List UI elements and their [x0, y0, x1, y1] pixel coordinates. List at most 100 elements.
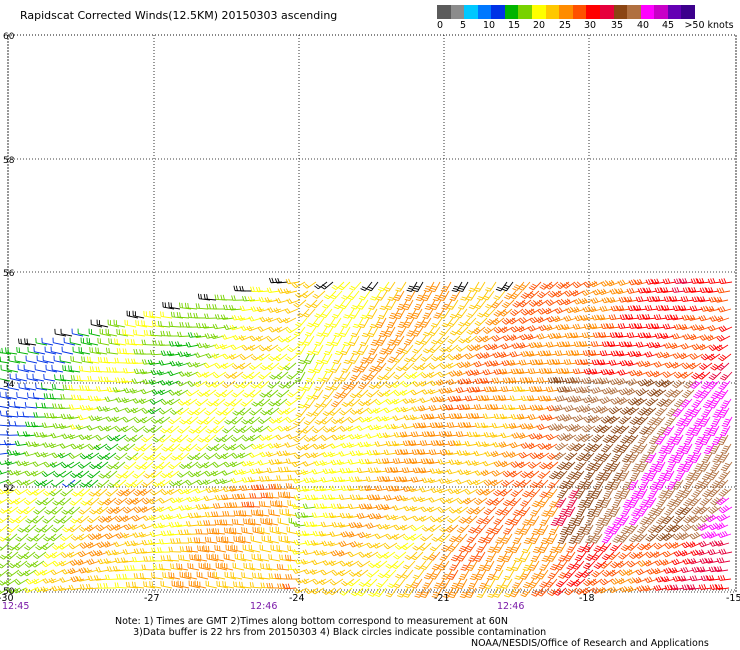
wind-barb	[682, 479, 695, 490]
wind-barb	[129, 434, 144, 442]
wind-barb	[435, 379, 450, 386]
wind-barb	[95, 386, 110, 392]
wind-barb	[66, 461, 81, 469]
wind-barb	[475, 515, 489, 525]
wind-barb	[93, 575, 108, 581]
wind-barb	[356, 467, 371, 474]
wind-barb	[436, 353, 451, 361]
wind-barb	[241, 371, 255, 380]
wind-barb	[330, 380, 343, 391]
wind-barb	[107, 479, 121, 488]
wind-barb	[122, 416, 137, 423]
wind-barb	[709, 443, 721, 455]
wind-barb	[112, 387, 127, 393]
wind-barb	[184, 371, 199, 378]
wind-barb	[220, 362, 235, 369]
wind-barb	[241, 434, 256, 442]
wind-barb	[377, 308, 389, 320]
wind-barb	[599, 560, 613, 569]
wind-barb	[150, 506, 165, 513]
wind-barb	[312, 317, 325, 328]
wind-barb	[374, 380, 388, 389]
wind-barb	[212, 304, 226, 310]
wind-barb	[429, 380, 444, 387]
wind-barb	[257, 416, 272, 424]
wind-barb	[346, 442, 361, 448]
wind-barb	[158, 538, 173, 545]
wind-barb	[493, 515, 506, 525]
wind-barb	[618, 551, 632, 560]
wind-barb	[598, 332, 613, 338]
wind-barb	[491, 317, 505, 326]
wind-barb	[397, 317, 409, 329]
wind-barb	[305, 371, 317, 383]
wind-barb	[501, 299, 515, 309]
wind-barb	[631, 461, 643, 472]
wind-barb	[196, 571, 209, 580]
wind-barb	[464, 515, 478, 524]
wind-barb	[139, 368, 154, 375]
wind-barb	[237, 362, 252, 370]
wind-barb	[581, 332, 596, 339]
wind-barb	[394, 449, 409, 455]
wind-barb	[393, 389, 408, 397]
credit-line: NOAA/NESDIS/Office of Research and Appli…	[471, 638, 709, 649]
wind-barb	[462, 404, 477, 411]
wind-barb	[241, 527, 254, 535]
wind-barb	[458, 542, 471, 553]
wind-barb	[475, 352, 490, 359]
wind-barb	[480, 377, 495, 384]
wind-barb	[286, 433, 301, 440]
wind-barb	[635, 341, 650, 348]
wind-barb	[157, 547, 171, 553]
wind-barb	[718, 407, 730, 418]
wind-barb	[248, 362, 263, 370]
wind-barb	[203, 362, 218, 369]
wind-barb	[701, 452, 713, 463]
wind-barb	[266, 582, 280, 589]
wind-barb	[393, 335, 405, 346]
wind-barb	[699, 287, 714, 294]
wind-barb	[503, 524, 515, 535]
wind-barb	[599, 305, 614, 312]
wind-barb	[333, 389, 346, 399]
wind-barb	[49, 413, 64, 419]
wind-barb	[637, 407, 651, 416]
wind-barb	[196, 416, 210, 425]
wind-barb	[316, 371, 328, 382]
colorbar-labels: 0 5 10 15 20 25 30 35 40 45 >50 knots	[437, 19, 737, 33]
wind-barb	[693, 416, 705, 427]
wind-barb	[486, 569, 498, 581]
wind-barb	[51, 452, 66, 459]
wind-barb	[315, 353, 327, 365]
wind-barb	[718, 452, 730, 463]
wind-barb	[348, 569, 363, 577]
wind-barb	[356, 560, 371, 568]
wind-barb	[309, 434, 324, 442]
wind-barb	[412, 326, 424, 337]
wind-barb	[386, 317, 398, 329]
wind-barb	[338, 371, 351, 382]
wind-barb	[466, 290, 478, 301]
wind-barb	[120, 377, 135, 384]
wind-barb	[95, 347, 108, 355]
wind-barb	[510, 308, 524, 317]
wind-barb	[472, 344, 487, 351]
wind-barb	[185, 521, 200, 527]
wind-barb	[339, 389, 352, 399]
wind-barb	[260, 517, 273, 526]
wind-barb	[535, 404, 550, 411]
wind-barb	[50, 479, 65, 487]
wind-barb	[680, 343, 695, 350]
wind-barb	[401, 569, 414, 579]
wind-barb	[689, 305, 704, 312]
wind-barb	[468, 281, 480, 292]
wind-barb	[419, 486, 434, 493]
wind-barb	[329, 290, 343, 300]
wind-barb	[401, 344, 414, 355]
wind-barb	[612, 470, 624, 481]
wind-speed-colorbar: 0 5 10 15 20 25 30 35 40 45 >50 knots	[437, 5, 737, 33]
wind-barb	[341, 578, 355, 587]
wind-barb	[707, 380, 720, 390]
wind-barb	[201, 371, 216, 378]
